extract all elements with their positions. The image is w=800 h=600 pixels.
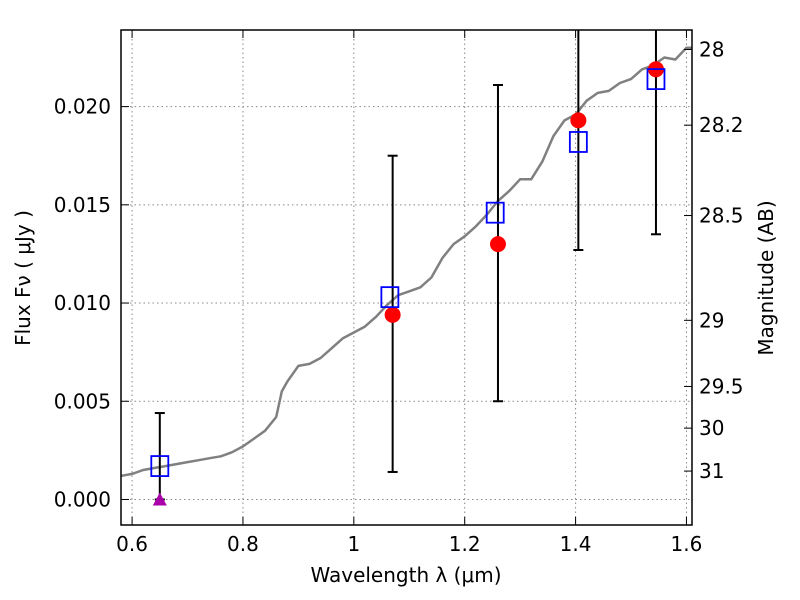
y2-axis-title: Magnitude (AB): [754, 200, 778, 355]
x-axis-title: Wavelength λ (μm): [310, 563, 501, 587]
mag-tick-label: 28: [699, 37, 724, 61]
y-tick-label: 0.005: [54, 389, 111, 413]
plot-area: [121, 30, 692, 525]
y-axis-title: Flux Fν ( μJy ): [11, 210, 35, 346]
observed-point: [570, 112, 587, 129]
model-point: [150, 455, 170, 477]
y-tick-label: 0.020: [54, 95, 111, 119]
y-tick-label: 0.010: [54, 291, 111, 315]
mag-tick-label: 29: [699, 308, 724, 332]
upper-limit-point: [152, 492, 167, 506]
grid: [121, 30, 692, 525]
model-point: [568, 131, 588, 153]
model-point: [646, 68, 666, 91]
x-tick-label: 1.4: [560, 532, 592, 556]
mag-tick-label: 28.5: [699, 204, 744, 228]
spectrum-line: [121, 46, 692, 478]
x-tick-label: 1.2: [449, 532, 481, 556]
model-point: [485, 201, 505, 224]
x-tick-label: 0.8: [227, 532, 259, 556]
model-point: [380, 286, 400, 309]
x-tick-label: 0.6: [116, 532, 148, 556]
observed-point: [384, 306, 401, 323]
ticks: 0.6 0.8 1 1.2 1.4 1.6 0.000 0.005 0.010 0.015 0.02…: [54, 30, 744, 556]
observed-point: [489, 236, 506, 253]
y-tick-label: 0.015: [54, 193, 111, 217]
plot-frame: [120, 29, 693, 526]
mag-tick-label: 30: [699, 416, 724, 440]
mag-tick-label: 31: [699, 459, 724, 483]
marker-layer: [150, 30, 666, 506]
mag-tick-label: 28.2: [699, 113, 744, 137]
data-layer: [121, 46, 692, 478]
x-tick-label: 1.6: [671, 532, 703, 556]
mag-tick-label: 29.5: [699, 374, 744, 398]
y-tick-label: 0.000: [54, 487, 111, 511]
x-tick-label: 1: [347, 532, 360, 556]
